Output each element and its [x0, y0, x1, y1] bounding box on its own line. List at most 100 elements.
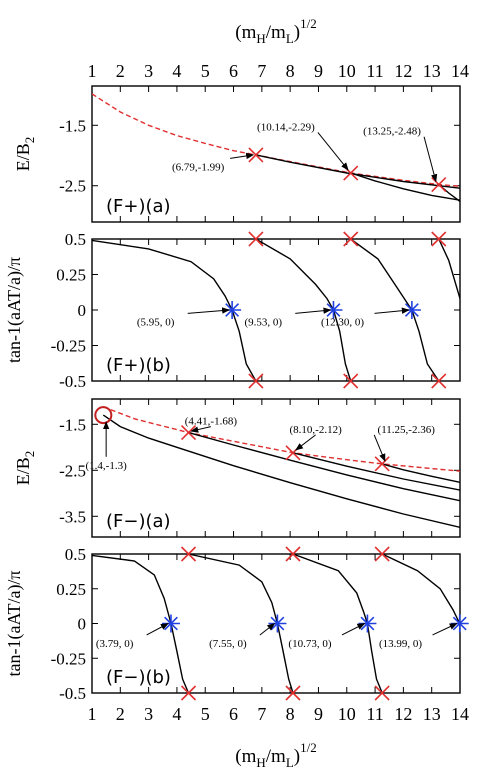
x-tick-label-top: 6 [229, 61, 238, 81]
y-tick-label: 0 [78, 301, 87, 320]
cross-marker-stroke [431, 231, 447, 247]
annotation-arrow [146, 623, 169, 636]
x-axis-label-part: ) [294, 746, 300, 767]
y-tick-label: -0.25 [51, 649, 86, 668]
annotation-label: (13.99, 0) [379, 638, 422, 650]
x-tick-label-top: 14 [451, 61, 469, 81]
annotations: (1.4,-1.3) (4.41,-1.68) (8.10,-2.12) (11.25… [86, 416, 436, 472]
y-tick-label: -2.5 [59, 461, 86, 480]
solid-series-line [438, 239, 460, 299]
annotation-arrow [187, 307, 231, 314]
solid-series-line [255, 239, 352, 381]
y-tick-label: 0.5 [65, 545, 86, 564]
panel-label: (F+)(a) [106, 196, 171, 217]
x-tick-label-top: 2 [116, 61, 125, 81]
annotation-arrow [295, 434, 316, 451]
annotation-arrow [432, 623, 458, 636]
bottom-x-axis-label: (mH/mL)1/2 [235, 740, 316, 770]
x-tick-label-bottom: 1 [88, 704, 97, 724]
y-tick-label: -1.5 [59, 116, 86, 135]
x-axis-label-part: 1/2 [300, 16, 317, 31]
x-tick-label-top: 1 [88, 61, 97, 81]
annotation-label: (9.53, 0) [244, 316, 282, 328]
annotation-label: (10.73, 0) [288, 638, 331, 650]
cross-marker-stroke [374, 456, 390, 472]
y-tick-label: 0.5 [65, 230, 86, 249]
solid-series-line [350, 172, 460, 201]
plot-frame [91, 398, 461, 538]
cross-marker-stroke [431, 373, 447, 389]
x-tick-label-bottom: 2 [116, 704, 125, 724]
plot-frame [91, 85, 461, 223]
star-marker-stroke [404, 303, 419, 317]
x-axis-label-part: 1/2 [300, 740, 317, 755]
panel-Fp_b: 0.5 0.25 0 -0.25 -0.5 tan-1(aAT/a)/π (5.95, 0)… [4, 230, 461, 391]
x-tick-label-top: 8 [286, 61, 295, 81]
x-axis-label-part: (m [235, 746, 256, 767]
cross-marker-stroke [431, 176, 447, 193]
annotation-label: (5.95, 0) [137, 316, 175, 328]
x-tick-label-top: 3 [144, 61, 153, 81]
annotation-arrow [259, 623, 276, 636]
x-tick-label-bottom: 11 [366, 704, 383, 724]
x-axis-label-part: H [256, 755, 265, 770]
y-axis-label-main: E/B [13, 143, 33, 171]
annotation-arrow [374, 307, 410, 314]
x-tick-label-top: 7 [257, 61, 266, 81]
cross-marker-stroke [285, 546, 301, 562]
top-x-axis-label: (mH/mL)1/2 [235, 16, 316, 46]
annotation-label: (11.25,-2.36) [378, 424, 436, 436]
star-marker-stroke [326, 303, 341, 317]
panel-Fm_a: -1.5 -2.5 -3.5 E/B2 (1.4,-1.3) (4.41,-1.68) (8… [13, 398, 461, 538]
x-axis-label-part: /m [266, 746, 286, 767]
y-axis-label: E/B2 [13, 451, 37, 486]
x-tick-label-bottom: 8 [286, 704, 295, 724]
y-axis-label-sub: 2 [22, 137, 37, 144]
annotation-arrow [190, 426, 212, 433]
panel-label: (F+)(b) [106, 355, 171, 376]
x-tick-label-bottom: 9 [314, 704, 323, 724]
plot-area [92, 93, 460, 202]
annotation-arrow [317, 132, 349, 171]
markers [223, 231, 447, 389]
x-tick-label-top: 4 [172, 61, 181, 81]
x-tick-label-bottom: 5 [201, 704, 210, 724]
solid-series-line [255, 154, 460, 189]
y-axis-label: tan-1(aAT/a)/π [4, 257, 25, 363]
dashed-series-line [92, 93, 460, 187]
y-tick-label: -0.25 [51, 337, 86, 356]
x-tick-label-top: 12 [394, 61, 412, 81]
annotation-label: (7.55, 0) [209, 638, 247, 650]
annotation-arrow [423, 136, 438, 183]
annotation-arrow [341, 623, 366, 636]
cross-marker-stroke [343, 373, 359, 389]
x-axis-label-part: (m [235, 22, 256, 43]
markers [94, 406, 390, 472]
x-tick-label-top: 5 [201, 61, 210, 81]
x-axis-label-part: L [286, 31, 294, 46]
cross-marker-stroke [180, 546, 197, 562]
cross-marker-stroke [343, 231, 359, 247]
x-tick-label-bottom: 3 [144, 704, 153, 724]
annotation-label: (1.4,-1.3) [86, 460, 128, 472]
y-tick-label: -3.5 [59, 507, 86, 526]
x-tick-label-bottom: 14 [451, 704, 469, 724]
annotation-label: (4.41,-1.68) [185, 416, 238, 428]
solid-series-line [381, 554, 460, 624]
y-tick-label: -0.5 [59, 684, 86, 703]
annotations: (5.95, 0) (9.53, 0) (12.30, 0) [137, 307, 410, 328]
x-axis-label-part: /m [266, 22, 286, 43]
annotations: (3.79, 0) (7.55, 0) (10.73, 0) (13.99, 0) [96, 623, 458, 650]
annotation-label: (6.79,-1.99) [172, 161, 225, 173]
annotation-label: (3.79, 0) [96, 638, 134, 650]
cross-marker-stroke [248, 147, 264, 163]
dashed-series-line [103, 406, 460, 472]
x-axis-label-part: H [256, 31, 265, 46]
cross-marker-stroke [248, 231, 264, 247]
plot-area [102, 406, 460, 528]
x-tick-label-bottom: 4 [172, 704, 181, 724]
markers [161, 546, 469, 701]
solid-series-line [350, 239, 440, 381]
annotation-label: (8.10,-2.12) [290, 424, 343, 436]
